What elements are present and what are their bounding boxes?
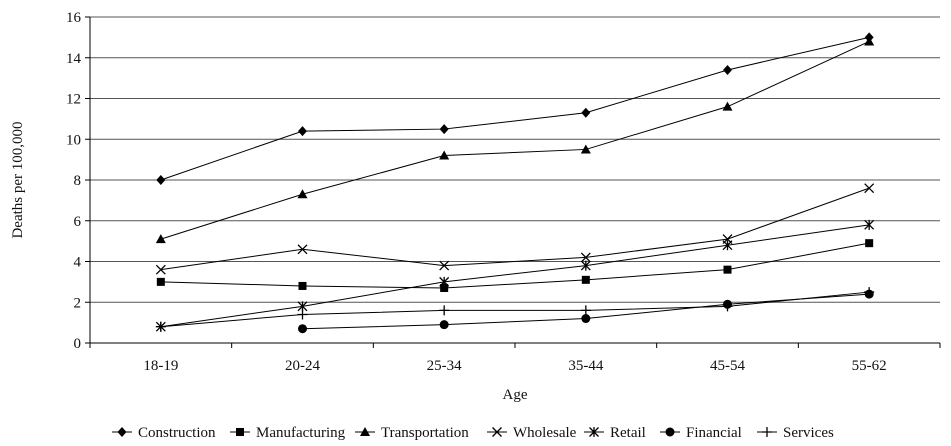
series-services (155, 287, 875, 332)
data-point (722, 301, 733, 312)
y-axis-ticks: 0 2 4 6 8 10 12 14 16 (66, 10, 90, 352)
legend-item-construction: Construction (112, 425, 216, 441)
series-line (160, 36, 870, 181)
legend-item-transportation: Transportation (355, 425, 469, 441)
data-point (580, 144, 591, 154)
legend-label: Services (783, 425, 834, 441)
y-tick-label: 12 (66, 92, 81, 108)
legend-marker (762, 427, 772, 437)
data-point (580, 252, 591, 263)
series-line (160, 40, 870, 240)
y-tick-label: 2 (74, 295, 82, 311)
legend-item-financial: Financial (660, 425, 742, 441)
data-point (722, 240, 733, 251)
series-transportation (155, 36, 875, 244)
plot-series (155, 32, 875, 334)
data-point (298, 324, 307, 334)
legend: Construction Manufacturing Transportation W… (112, 425, 834, 441)
legend-label: Financial (686, 425, 742, 441)
y-tick-label: 10 (66, 132, 81, 148)
data-point (723, 64, 732, 75)
series-manufacturing (156, 239, 874, 292)
y-tick-label: 0 (74, 336, 82, 352)
legend-label: Transportation (381, 425, 469, 441)
x-tick-label: 35-44 (568, 358, 603, 374)
data-point (580, 305, 591, 316)
series-line (160, 242, 870, 289)
data-point (723, 265, 732, 274)
data-point (297, 189, 308, 199)
data-point (864, 219, 875, 230)
data-point (581, 275, 590, 284)
legend-marker (492, 427, 502, 437)
series-line (160, 187, 870, 271)
data-point (581, 107, 591, 118)
legend-marker (360, 427, 370, 436)
data-point (439, 150, 450, 160)
data-point (298, 126, 307, 137)
data-point (155, 321, 166, 332)
x-axis-title: Age (503, 387, 528, 403)
legend-item-services: Services (757, 425, 834, 441)
legend-marker (117, 427, 127, 437)
data-point (580, 260, 591, 271)
data-point (439, 276, 450, 287)
data-point (865, 239, 874, 248)
data-point (439, 260, 450, 271)
data-point (156, 175, 166, 185)
data-point (864, 36, 875, 46)
data-point (298, 281, 307, 290)
data-point (439, 320, 449, 330)
x-tick-label: 45-54 (710, 358, 745, 374)
y-tick-label: 8 (74, 173, 82, 189)
data-point (297, 244, 308, 255)
legend-item-retail: Retail (584, 425, 646, 441)
series-wholesale (155, 183, 875, 275)
data-point (439, 305, 450, 316)
x-tick-label: 25-34 (427, 358, 462, 374)
legend-item-wholesale: Wholesale (487, 425, 577, 441)
data-point (156, 277, 165, 286)
y-axis-title: Deaths per 100,000 (10, 121, 26, 238)
data-point (722, 101, 733, 111)
legend-label: Wholesale (513, 425, 577, 441)
legend-marker (236, 428, 244, 436)
series-line (160, 291, 870, 328)
legend-marker (665, 427, 675, 437)
series-financial (298, 289, 874, 334)
x-axis-ticks: 18-19 20-24 25-34 35-44 45-54 55-62 (89, 343, 941, 374)
series-retail (155, 219, 875, 332)
data-point (581, 314, 591, 324)
gridlines (90, 16, 940, 303)
x-tick-label: 55-62 (852, 358, 887, 374)
y-tick-label: 4 (74, 255, 82, 271)
data-point (439, 124, 449, 135)
y-tick-label: 6 (74, 214, 82, 230)
series-construction (156, 32, 874, 185)
legend-label: Retail (610, 425, 646, 441)
data-point (864, 287, 875, 298)
data-point (155, 234, 166, 244)
legend-marker (589, 427, 599, 437)
y-tick-label: 16 (66, 10, 82, 26)
data-point (440, 283, 449, 292)
series-line (160, 224, 870, 328)
legend-label: Manufacturing (256, 425, 346, 441)
legend-item-manufacturing: Manufacturing (230, 425, 346, 441)
x-tick-label: 18-19 (143, 358, 178, 374)
data-point (155, 264, 166, 275)
data-point (297, 309, 308, 320)
data-point (864, 183, 875, 194)
y-tick-label: 14 (66, 51, 82, 67)
legend-label: Construction (138, 425, 216, 441)
x-tick-label: 20-24 (285, 358, 320, 374)
